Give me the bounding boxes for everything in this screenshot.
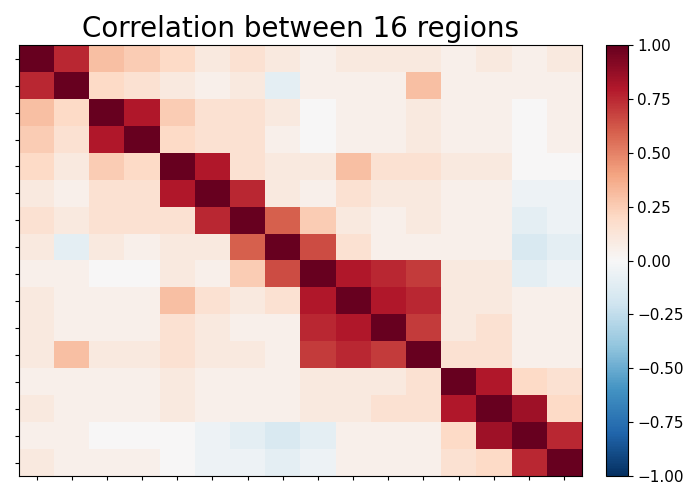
- Title: Correlation between 16 regions: Correlation between 16 regions: [82, 15, 519, 43]
